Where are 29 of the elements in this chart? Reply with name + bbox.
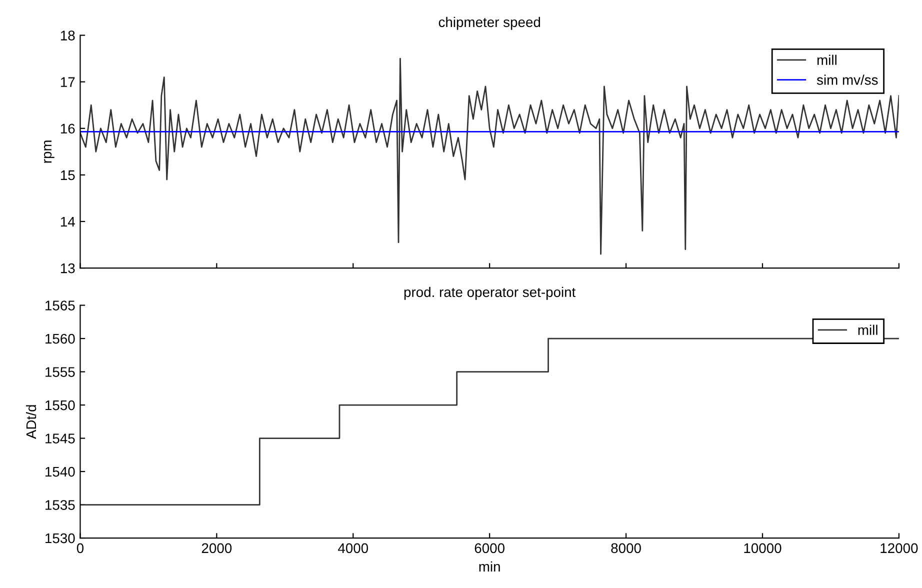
y-axis-title: rpm: [44, 140, 54, 163]
y-tick-label: 1550: [46, 400, 75, 410]
y-tick-label: 1565: [46, 300, 75, 310]
y-tick-label: 1545: [46, 434, 75, 444]
chart-title: prod. rate operator set-point: [404, 286, 576, 300]
legend-label: mill: [858, 324, 878, 335]
x-tick-label: 2000: [202, 543, 232, 554]
chart-title: chipmeter speed: [438, 16, 540, 30]
legend-label: mill: [817, 54, 836, 65]
y-tick-label: 18: [60, 30, 75, 40]
y-tick-label: 14: [60, 216, 75, 227]
y-tick-label: 1540: [46, 466, 75, 477]
y-axis-title: ADt/d: [26, 405, 36, 439]
y-tick-label: 15: [60, 170, 75, 180]
y-tick-label: 1555: [46, 367, 75, 377]
y-tick-label: 1535: [46, 500, 75, 510]
y-tick-label: 17: [60, 77, 75, 87]
x-tick-label: 6000: [474, 543, 504, 554]
x-tick-label: 8000: [611, 543, 641, 554]
y-tick-label: 1530: [46, 533, 75, 544]
x-tick-label: 12000: [880, 543, 918, 554]
x-tick-label: 10000: [744, 543, 782, 554]
y-tick-label: 13: [60, 263, 75, 274]
y-tick-label: 16: [60, 124, 75, 134]
x-axis-title: min: [479, 561, 500, 572]
y-tick-label: 1560: [46, 334, 75, 344]
legend-label: sim mv/ss: [816, 74, 878, 85]
x-tick-label: 4000: [338, 543, 368, 554]
x-tick-label: 0: [76, 543, 84, 554]
